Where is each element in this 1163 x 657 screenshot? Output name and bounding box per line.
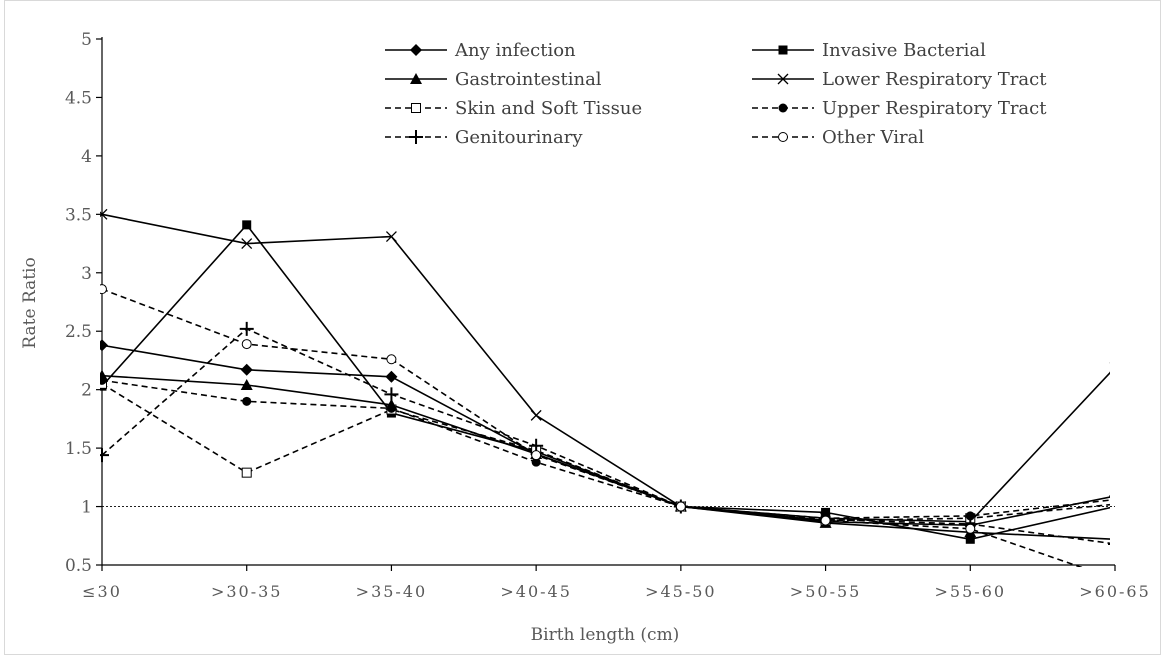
y-tick-label: 4 — [81, 147, 92, 167]
y-tick-label: 2 — [81, 381, 92, 401]
y-tick-label: 5 — [81, 30, 92, 50]
data-point — [531, 450, 542, 461]
y-tick-label: 1 — [81, 498, 92, 518]
legend-entry: Other Viral — [752, 127, 924, 148]
legend-entry: Gastrointestinal — [385, 69, 602, 90]
data-point — [530, 409, 542, 421]
legend-marker — [410, 73, 422, 84]
data-point — [1109, 495, 1110, 498]
legend-label: Genitourinary — [455, 127, 583, 148]
data-point — [385, 231, 397, 243]
legend-marker — [410, 44, 422, 56]
legend-entry: Lower Respiratory Tract — [752, 69, 1047, 90]
series-line — [101, 344, 1110, 527]
data-point — [100, 375, 107, 385]
data-point — [100, 448, 109, 463]
legend-label: Gastrointestinal — [455, 69, 602, 90]
y-tick-label: 3 — [81, 264, 92, 284]
data-point — [531, 457, 541, 467]
legend-entry: Skin and Soft Tissue — [385, 98, 642, 119]
series-invasive-bacterial — [100, 220, 1110, 544]
x-tick-label: >45-50 — [645, 582, 717, 601]
y-tick-label: 2.5 — [65, 322, 92, 342]
x-tick-label: >35-40 — [356, 582, 428, 601]
series-line — [101, 327, 1110, 545]
data-point — [240, 363, 253, 376]
x-tick-label: ≤30 — [82, 582, 122, 601]
y-tick-label: 3.5 — [65, 205, 92, 225]
x-tick-label: >60-65 — [1079, 582, 1151, 601]
data-point — [385, 370, 398, 383]
y-tick-label: 0.5 — [65, 556, 92, 576]
chart-frame — [4, 0, 1161, 655]
legend-label: Lower Respiratory Tract — [822, 69, 1047, 90]
y-axis-title: Rate Ratio — [20, 257, 40, 348]
legend-marker — [409, 130, 423, 144]
data-point — [100, 208, 108, 220]
legend-marker — [411, 103, 421, 113]
legend-marker — [777, 73, 789, 85]
legend-label: Invasive Bacterial — [822, 40, 986, 61]
x-axis-title: Birth length (cm) — [531, 625, 680, 645]
x-tick-label: >30-35 — [211, 582, 283, 601]
y-tick-label: 1.5 — [65, 439, 92, 459]
data-point — [241, 238, 253, 250]
data-point — [820, 515, 831, 526]
data-point — [386, 403, 396, 413]
data-point — [242, 220, 252, 230]
data-point — [242, 396, 252, 406]
legend-label: Any infection — [454, 40, 576, 61]
series-line — [101, 383, 1110, 522]
legend-entry: Genitourinary — [385, 127, 583, 148]
data-point — [240, 378, 253, 390]
series-line — [101, 213, 1110, 523]
series-other-viral — [100, 284, 1083, 567]
data-point — [241, 467, 252, 478]
legend-entry: Any infection — [385, 40, 576, 61]
series-any-infection — [100, 339, 1110, 532]
data-point — [100, 339, 108, 352]
data-point — [675, 501, 686, 512]
data-point — [821, 507, 831, 517]
series-line — [101, 374, 1110, 540]
data-point — [1109, 542, 1110, 545]
legend-label: Other Viral — [822, 127, 924, 148]
x-tick-label: >55-60 — [935, 582, 1007, 601]
data-point — [965, 534, 975, 544]
data-point — [241, 339, 252, 350]
data-point — [1111, 495, 1120, 504]
data-point — [100, 284, 107, 295]
data-point — [239, 321, 254, 336]
data-point — [1108, 542, 1110, 545]
series-line — [101, 223, 1110, 541]
legend-marker — [778, 103, 788, 113]
x-tick-label: >40-45 — [500, 582, 572, 601]
data-point — [386, 354, 397, 365]
legend-entry: Upper Respiratory Tract — [752, 98, 1047, 119]
data-point — [965, 523, 976, 534]
series-line — [101, 379, 1110, 520]
data-point — [965, 511, 975, 521]
x-tick-label: >50-55 — [790, 582, 862, 601]
legend-marker — [778, 45, 788, 55]
legend-label: Skin and Soft Tissue — [455, 98, 642, 119]
series-line — [101, 288, 1083, 567]
data-point — [1111, 500, 1120, 509]
data-point — [384, 387, 399, 402]
data-point — [1109, 362, 1110, 373]
legend-entry: Invasive Bacterial — [752, 40, 986, 61]
legend-marker — [778, 132, 788, 142]
legend-label: Upper Respiratory Tract — [822, 98, 1047, 119]
series-upper-respiratory-tract — [100, 375, 1120, 523]
y-tick-label: 4.5 — [65, 88, 92, 108]
